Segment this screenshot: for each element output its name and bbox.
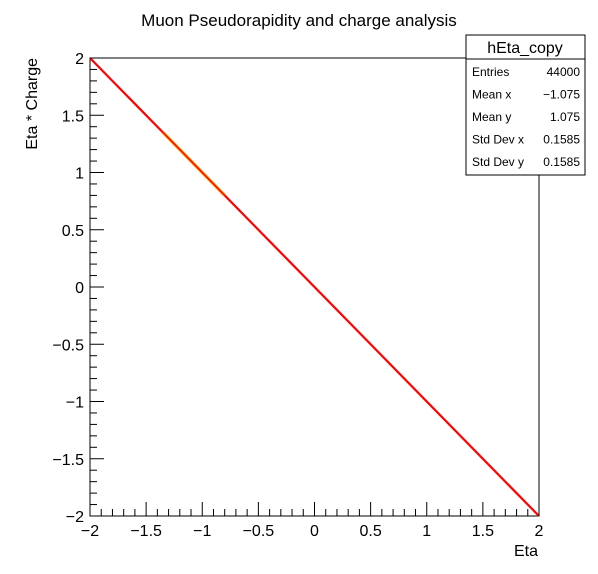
- y-tick-label: 1.5: [62, 108, 84, 125]
- x-tick-label: −0.5: [243, 523, 275, 540]
- y-tick-label: 2: [75, 51, 84, 68]
- y-axis-label: Eta * Charge: [24, 58, 41, 150]
- stats-row-value: 1.075: [550, 110, 580, 124]
- x-tick-label: 1.5: [472, 523, 494, 540]
- hotspot-core: [162, 131, 226, 196]
- x-axis-ticks: −2 −1.5 −1 −0.5 0 0.5 1 1.5 2: [81, 502, 544, 540]
- x-axis-label: Eta: [514, 543, 538, 560]
- stats-box-rows: Entries 44000 Mean x −1.075 Mean y 1.075 Std D…: [472, 65, 580, 169]
- stats-row-label: Mean x: [472, 88, 511, 102]
- stats-box-frame: [465, 34, 586, 176]
- x-tick-label: −1: [193, 523, 211, 540]
- x-tick-label: 0: [310, 523, 319, 540]
- data-marks: [89, 57, 540, 517]
- y-tick-label: −1: [66, 395, 84, 412]
- x-tick-label: −1.5: [130, 523, 162, 540]
- stats-row-value: 44000: [547, 65, 581, 79]
- x-tick-label: 1: [422, 523, 431, 540]
- stats-row-label: Std Dev x: [472, 133, 524, 147]
- x-tick-label: 0.5: [360, 523, 382, 540]
- y-tick-label: −0.5: [52, 337, 84, 354]
- x-tick-label: −2: [81, 523, 99, 540]
- stats-box-title: hEta_copy: [487, 40, 563, 57]
- y-tick-label: −2: [66, 509, 84, 526]
- y-tick-label: 0.5: [62, 223, 84, 240]
- chart-title: Muon Pseudorapidity and charge analysis: [141, 11, 457, 30]
- stats-row-label: Std Dev y: [472, 155, 524, 169]
- y-tick-label: 1: [75, 166, 84, 183]
- y-tick-label: 0: [75, 280, 84, 297]
- x-tick-label: 2: [535, 523, 544, 540]
- stats-row-value: −1.075: [543, 88, 580, 102]
- y-axis-ticks: −2 −1.5 −1 −0.5 0 0.5 1 1.5 2: [52, 51, 104, 526]
- stats-row-label: Entries: [472, 65, 509, 79]
- stats-row-value: 0.1585: [543, 155, 580, 169]
- y-tick-label: −1.5: [52, 452, 84, 469]
- stats-row-label: Mean y: [472, 110, 511, 124]
- stats-row-value: 0.1585: [543, 133, 580, 147]
- stats-box: hEta_copy Entries 44000 Mean x −1.075 Mean y…: [465, 34, 586, 176]
